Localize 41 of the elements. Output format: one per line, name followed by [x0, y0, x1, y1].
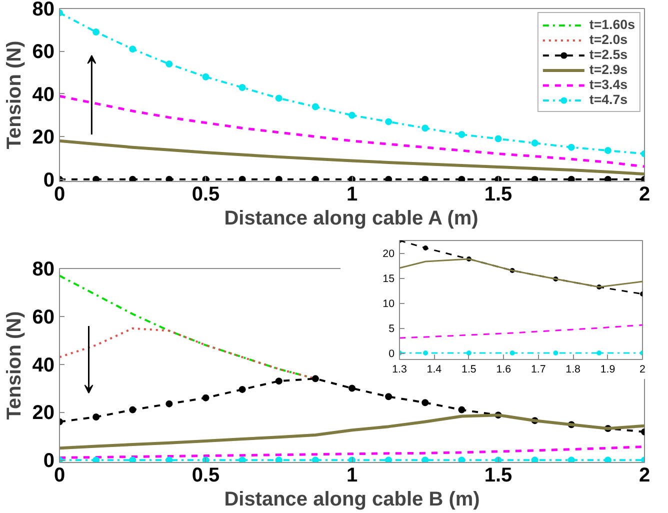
y-tick-label: 10: [382, 298, 395, 310]
x-tick-label: 2: [638, 464, 650, 486]
x-tick-label: 1.4: [426, 364, 442, 376]
x-tick-label: 0.5: [192, 464, 220, 486]
legend-label: t=2.0s: [589, 32, 628, 47]
y-tick-label: 80: [32, 258, 55, 280]
x-tick-label: 1.9: [600, 364, 616, 376]
legend-label: t=2.5s: [589, 47, 628, 62]
legend-label: t=4.7s: [589, 92, 628, 107]
y-tick-label: 0: [43, 169, 54, 192]
x-axis-title: Distance along cable A (m): [224, 208, 478, 230]
x-tick-label: 1.8: [566, 364, 581, 376]
y-tick-label: 20: [32, 126, 55, 149]
y-tick-label: 40: [32, 354, 55, 376]
x-tick-label: 1: [346, 184, 358, 206]
legend-label: t=1.60s: [589, 17, 635, 32]
x-tick-label: 1: [346, 464, 358, 486]
x-axis-title: Distance along cable B (m): [224, 488, 480, 510]
y-tick-label: 0: [43, 450, 54, 472]
y-tick-label: 40: [32, 84, 55, 106]
x-tick-label: 0.5: [192, 184, 220, 206]
x-tick-label: 1.7: [530, 364, 546, 376]
y-tick-label: 60: [32, 41, 55, 64]
y-tick-label: 80: [32, 0, 55, 20]
y-tick-label: 15: [382, 273, 395, 285]
legend-label: t=2.9s: [589, 62, 628, 77]
x-tick-label: 2: [638, 184, 650, 206]
x-tick-label: 1.5: [462, 364, 476, 376]
y-tick-label: 5: [388, 323, 395, 335]
y-tick-label: 0: [388, 348, 395, 360]
x-tick-label: 1.3: [392, 364, 407, 376]
x-tick-label: 1.5: [484, 184, 512, 206]
legend-label: t=3.4s: [589, 77, 628, 92]
x-tick-label: 1.6: [496, 364, 512, 376]
x-tick-label: 2: [640, 364, 646, 376]
y-axis-title: Tension (N): [3, 40, 26, 150]
y-tick-label: 20: [382, 248, 395, 260]
y-tick-label: 60: [32, 306, 55, 328]
x-tick-label: 1.5: [484, 464, 512, 486]
y-tick-label: 20: [32, 402, 55, 424]
y-axis-title: Tension (N): [3, 311, 26, 420]
